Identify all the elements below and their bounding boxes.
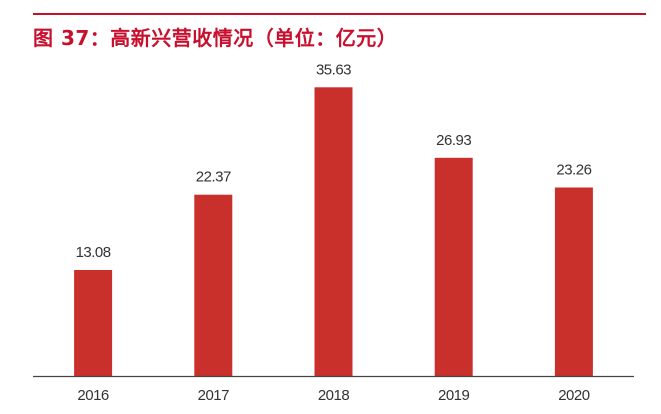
title-rule — [33, 13, 646, 15]
value-label-2019: 26.93 — [436, 132, 471, 149]
bar-2020 — [554, 187, 593, 376]
value-label-2020: 23.26 — [556, 162, 591, 179]
value-label-2017: 22.37 — [196, 169, 231, 186]
x-tick-2019: 2019 — [438, 387, 470, 404]
x-tick-2020: 2020 — [558, 387, 590, 404]
x-tick-2018: 2018 — [318, 387, 350, 404]
figure-title: 图 37：高新兴营收情况（单位：亿元） — [33, 26, 398, 50]
value-labels-group: 13.08 22.37 35.63 26.93 23.26 — [76, 61, 592, 261]
bar-2018 — [314, 87, 353, 377]
x-tick-labels-group: 2016 2017 2018 2019 2020 — [77, 387, 590, 404]
bar-2016 — [74, 270, 113, 376]
bar-2019 — [434, 157, 473, 376]
bar-2017 — [194, 194, 233, 376]
x-tick-2016: 2016 — [77, 387, 109, 404]
x-tick-2017: 2017 — [198, 387, 230, 404]
value-label-2018: 35.63 — [316, 61, 351, 78]
bars-group — [74, 87, 593, 377]
value-label-2016: 13.08 — [76, 244, 111, 261]
